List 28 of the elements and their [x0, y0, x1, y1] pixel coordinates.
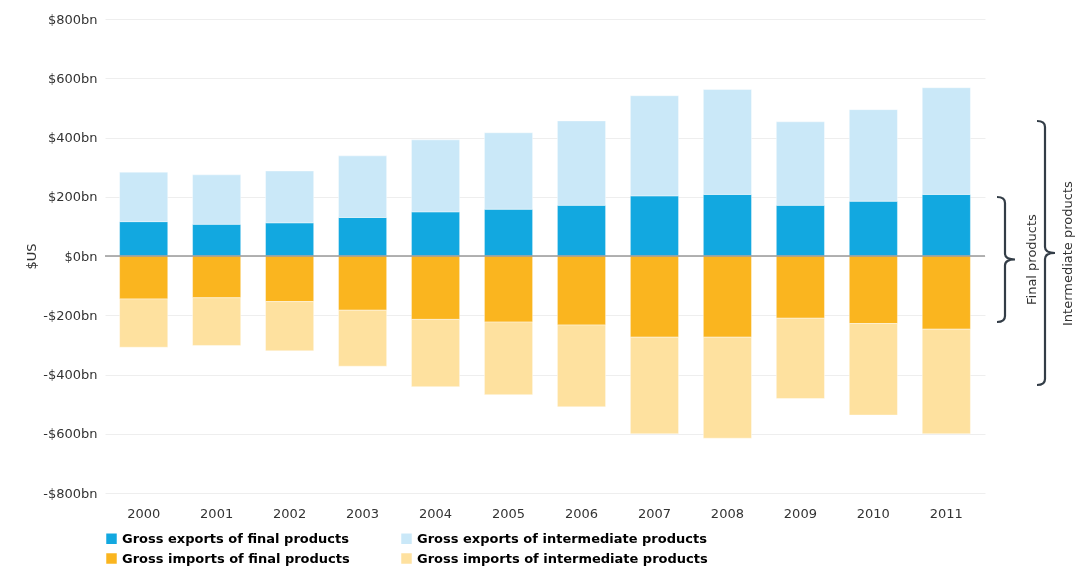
x-tick-label: 2006 — [564, 505, 599, 521]
legend-label: Gross exports of final products — [122, 530, 350, 546]
x-tick-label: 2011 — [929, 505, 963, 521]
y-tick-label: $0bn — [64, 248, 98, 264]
legend-label: Gross imports of intermediate products — [417, 550, 708, 566]
x-tick-label: 2007 — [637, 505, 671, 521]
legend-label: Gross imports of final products — [122, 550, 351, 566]
x-tick-label: 2003 — [346, 505, 380, 521]
legend-label: Gross exports of intermediate products — [417, 530, 708, 546]
y-tick-label: $400bn — [47, 130, 98, 145]
text: Intermediate products — [1060, 180, 1075, 326]
x-tick-label: 2004 — [419, 505, 453, 521]
x-tick-label: 2009 — [783, 505, 817, 521]
x-tick-label: 2000 — [127, 505, 161, 521]
y-tick-label: -$400bn — [43, 367, 98, 382]
x-tick-label: 2005 — [491, 505, 526, 521]
y-tick-label: $600bn — [47, 70, 98, 86]
x-tick-label: 2008 — [710, 505, 744, 521]
y-axis-title: $US — [24, 243, 40, 270]
y-tick-label: $200bn — [47, 189, 98, 205]
text: Final products — [1024, 214, 1039, 305]
x-tick-label: 2002 — [273, 505, 307, 521]
y-tick-label: -$600bn — [43, 426, 98, 442]
y-tick-label: -$200bn — [43, 307, 98, 323]
x-tick-label: 2001 — [200, 505, 234, 521]
y-tick-label: -$800bn — [43, 485, 98, 501]
x-tick-label: 2010 — [856, 505, 890, 521]
y-tick-label: $800bn — [47, 11, 98, 27]
